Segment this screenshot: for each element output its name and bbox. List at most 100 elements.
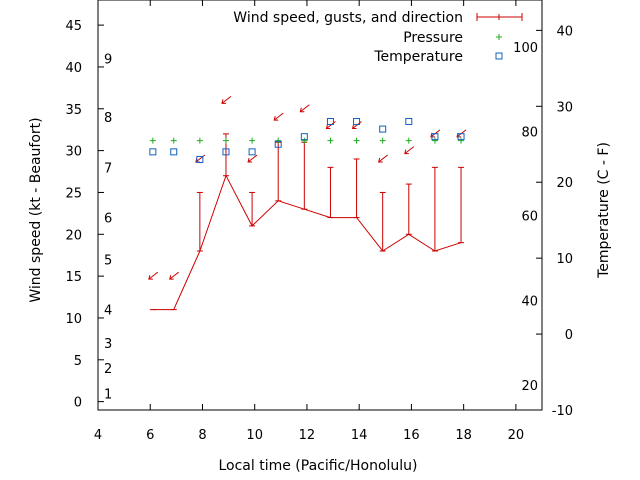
x-tick-label: 6 <box>146 428 154 443</box>
wind-direction-arrowhead <box>351 124 357 130</box>
fahrenheit-label: 20 <box>521 379 538 394</box>
temperature-point <box>149 148 157 156</box>
wind-direction-arrow <box>300 104 310 113</box>
y-tick-label: 30 <box>65 145 82 160</box>
temperature-point <box>300 133 308 141</box>
pressure-point <box>149 137 156 144</box>
x-tick-label: 16 <box>403 428 420 443</box>
temperature-point <box>405 117 413 125</box>
wind-direction-arrowhead <box>299 107 305 113</box>
temperature-point <box>326 117 334 125</box>
legend-swatch-temperature <box>495 52 503 60</box>
legend-label: Temperature <box>373 49 463 65</box>
temperature-point <box>196 155 204 163</box>
wind-direction-arrow <box>169 271 180 280</box>
wind-direction-arrowhead <box>273 116 279 121</box>
pressure-point <box>222 137 229 144</box>
y-tick-label: 15 <box>65 270 82 285</box>
pressure-point <box>379 137 386 144</box>
legend-label: Pressure <box>403 30 463 46</box>
beaufort-label: 7 <box>104 161 112 176</box>
y2-tick-label: 0 <box>565 328 573 343</box>
beaufort-label: 2 <box>104 362 112 377</box>
axes <box>97 0 543 411</box>
wind-direction-arrow <box>378 154 388 163</box>
x-tick-label: 14 <box>351 428 368 443</box>
beaufort-label: 5 <box>104 253 112 268</box>
wind-direction-arrow <box>273 112 284 121</box>
fahrenheit-label: 60 <box>521 210 538 225</box>
y2-tick-label: 30 <box>556 100 573 115</box>
wind-speed-line <box>152 174 462 311</box>
y-tick-label: 10 <box>65 312 82 327</box>
series <box>148 96 467 311</box>
temperature-point <box>431 133 439 141</box>
y2-tick-label: 20 <box>556 176 573 191</box>
y-tick-label: 40 <box>65 61 82 76</box>
wind-direction-arrowhead <box>247 157 253 163</box>
y-tick-label: 5 <box>74 354 82 369</box>
legend: Wind speed, gusts, and direction Pressure… <box>233 10 523 65</box>
x-tick-label: 18 <box>455 428 472 443</box>
beaufort-label: 6 <box>104 212 112 227</box>
x-tick-label: 10 <box>246 428 263 443</box>
beaufort-label: 4 <box>104 304 112 319</box>
pressure-point <box>353 137 360 144</box>
wind-direction-arrow <box>247 154 258 163</box>
pressure-point <box>458 137 465 144</box>
temperature-point <box>353 117 361 125</box>
temperature-point <box>222 148 230 156</box>
wind-direction-arrowhead <box>148 275 153 280</box>
wind-direction-arrow <box>148 271 159 280</box>
temperature-point <box>457 133 465 141</box>
wind-direction-arrowhead <box>221 99 226 104</box>
wind-direction-arrowhead <box>325 124 331 130</box>
legend-label: Wind speed, gusts, and direction <box>233 10 463 26</box>
temperature-point <box>248 148 256 156</box>
y2-tick-label: 40 <box>556 24 573 39</box>
wind-direction-arrowhead <box>404 149 409 155</box>
y-tick-label: 0 <box>74 396 82 411</box>
pressure-point <box>170 137 177 144</box>
y-tick-label: 20 <box>65 228 82 243</box>
beaufort-label: 9 <box>104 53 112 68</box>
pressure-point <box>196 137 203 144</box>
y-tick-label: 35 <box>65 103 82 118</box>
y-axis-label: Wind speed (kt - Beaufort) <box>28 117 44 302</box>
pressure-point <box>405 137 412 144</box>
pressure-point <box>301 137 308 144</box>
fahrenheit-labels: 20 40 60 80 100 <box>513 41 538 394</box>
y2-tick-label: 10 <box>556 252 573 267</box>
tick-labels: 4 6 8 10 12 14 16 18 20051015202530354045-100102… <box>65 19 573 443</box>
legend-swatch-pressure <box>496 34 502 40</box>
beaufort-label: 1 <box>104 387 112 402</box>
beaufort-label: 3 <box>104 337 112 352</box>
pressure-point <box>249 137 256 144</box>
y2-tick-label: -10 <box>552 404 573 419</box>
x-tick-label: 8 <box>198 428 206 443</box>
beaufort-label: 8 <box>104 111 112 126</box>
beaufort-labels: 1 2 3 4 5 6 7 8 9 <box>104 53 112 403</box>
temperature-point <box>379 125 387 133</box>
x-axis-label: Local time (Pacific/Honolulu) <box>218 458 417 474</box>
wind-direction-arrowhead <box>378 157 383 163</box>
pressure-point <box>275 137 282 144</box>
temperature-point <box>274 140 282 148</box>
fahrenheit-label: 100 <box>513 41 538 56</box>
y-tick-label: 45 <box>65 19 82 34</box>
plot-frame <box>97 0 543 411</box>
y2-axis-label: Temperature (C - F) <box>596 142 612 279</box>
fahrenheit-label: 40 <box>521 295 538 310</box>
pressure-point <box>327 137 334 144</box>
pressure-point <box>431 137 438 144</box>
x-tick-label: 4 <box>94 428 102 443</box>
x-tick-label: 20 <box>508 428 525 443</box>
tick-marks <box>97 0 542 411</box>
wind-direction-arrowhead <box>169 275 174 280</box>
wind-direction-arrow <box>221 96 232 104</box>
x-tick-label: 12 <box>299 428 316 443</box>
y-tick-label: 25 <box>65 186 82 201</box>
fahrenheit-label: 80 <box>521 125 538 140</box>
temperature-point <box>170 148 178 156</box>
